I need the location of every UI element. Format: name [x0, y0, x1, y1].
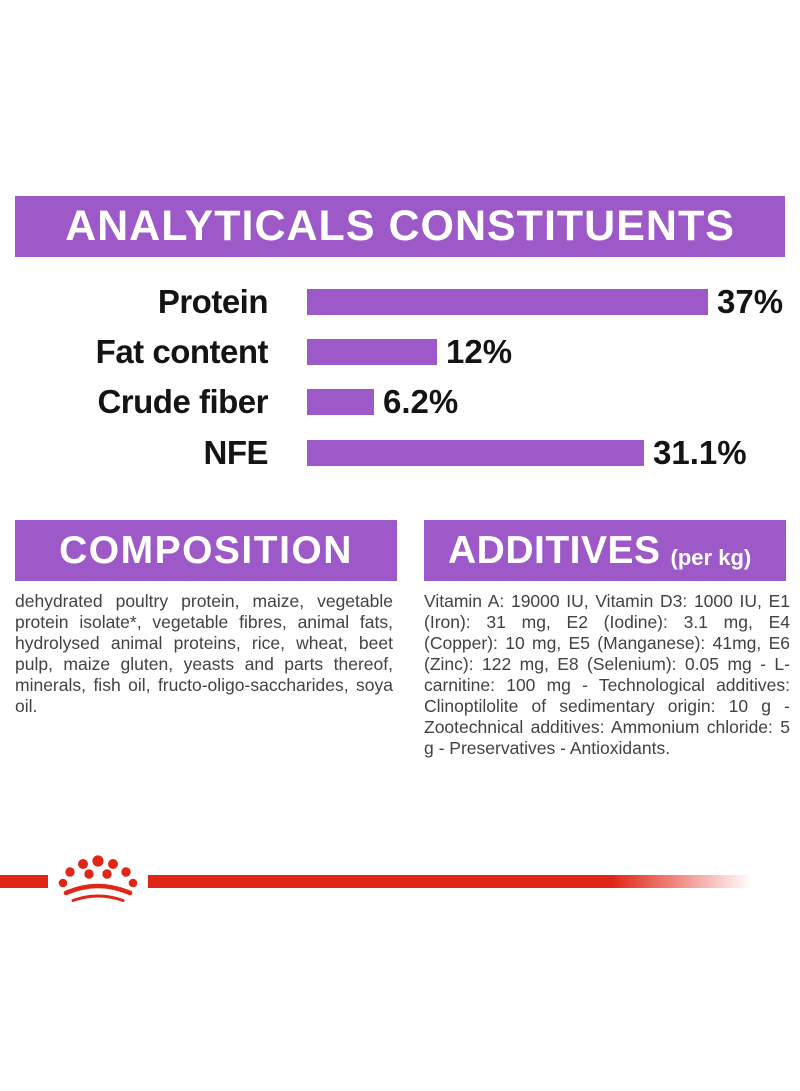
additives-banner: ADDITIVES (per kg)	[424, 520, 786, 581]
analytical-constituents-bar-chart: Protein 37% Fat content 12% Crude fiber 6.2% N…	[0, 277, 800, 479]
composition-title: COMPOSITION	[59, 528, 353, 572]
chart-category-label: Crude fiber	[97, 383, 268, 420]
chart-row-crude-fiber: Crude fiber 6.2%	[0, 377, 800, 427]
additives-per-kg-label: (per kg)	[670, 544, 752, 570]
chart-bar	[307, 440, 644, 466]
chart-category-label: Fat content	[95, 333, 269, 370]
chart-row-fat-content: Fat content 12%	[0, 327, 800, 377]
composition-banner: COMPOSITION	[15, 520, 397, 581]
chart-value-label: 6.2%	[383, 383, 459, 420]
chart-value-label: 37%	[717, 283, 784, 320]
chart-value-label: 12%	[446, 333, 513, 370]
analyticals-constituents-banner: ANALYTICALS CONSTITUENTS	[15, 196, 785, 257]
chart-row-protein: Protein 37%	[0, 277, 800, 327]
additives-text: Vitamin A: 19000 IU, Vitamin D3: 1000 IU…	[424, 591, 790, 758]
chart-category-label: Protein	[157, 283, 269, 320]
chart-row-nfe: NFE 31.1%	[0, 427, 800, 479]
chart-bar	[307, 389, 374, 415]
chart-category-label: NFE	[203, 434, 269, 471]
royal-canin-paw-crown-logo-icon	[58, 855, 138, 902]
analyticals-constituents-title: ANALYTICALS CONSTITUENTS	[65, 202, 735, 250]
composition-text: dehydrated poultry protein, maize, veget…	[15, 591, 393, 716]
divider-line-right	[148, 875, 758, 888]
chart-bar	[307, 289, 708, 315]
chart-value-label: 31.1%	[653, 434, 747, 471]
additives-title: ADDITIVES	[448, 528, 661, 572]
chart-bar	[307, 339, 437, 365]
divider-line-left	[0, 875, 48, 888]
